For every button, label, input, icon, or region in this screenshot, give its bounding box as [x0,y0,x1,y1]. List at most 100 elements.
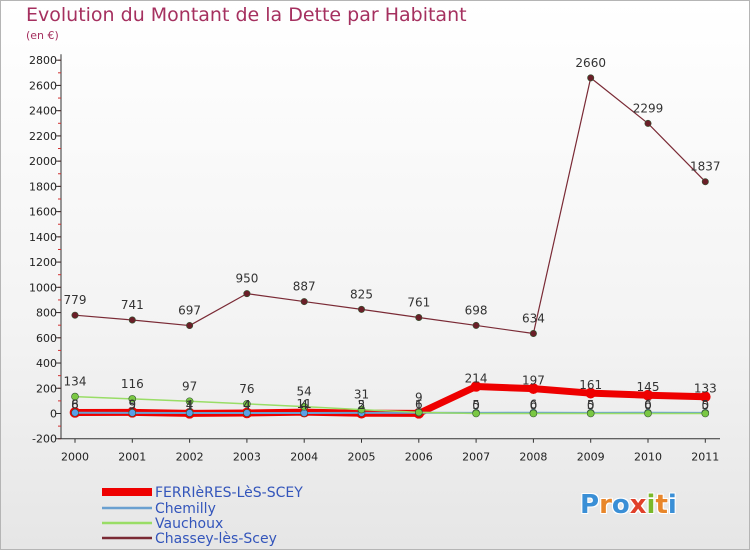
series-vauchoux-value-label: 97 [182,379,197,393]
series-ferrieres-value-label: 8 [71,397,79,411]
legend: FERRIèRES-LèS-SCEYChemillyVauchouxChasse… [102,485,303,547]
y-tick-label: 1400 [29,231,57,244]
series-chemilly-value-label: 6 [530,398,538,412]
series-chassey-point [128,316,136,324]
series-chemilly-value-label: 5 [128,398,136,412]
series-vauchoux-point [701,409,710,418]
y-tick-label: 0 [50,408,57,421]
x-tick-label: 2011 [691,451,719,464]
series-chemilly-point [128,409,137,417]
y-tick-label: 400 [36,357,57,370]
series-vauchoux-value-label: 0 [644,399,652,413]
y-tick-label: 2200 [29,130,57,143]
series-chassey-point [300,298,308,306]
logo-letter: o [611,490,630,520]
axes: -200020040060080010001200140016001800200… [29,54,720,464]
series-vauchoux-point [644,409,652,418]
y-tick-label: 1600 [29,206,57,219]
series-vauchoux-value-label: 0 [530,399,538,413]
series-vauchoux-value-label: 0 [587,399,595,413]
y-tick-label: 200 [36,382,57,395]
series-ferrieres-value-label: 11 [297,397,312,411]
series-vauchoux-point [185,397,194,406]
x-tick-label: 2003 [233,451,261,464]
y-tick-label: 1000 [29,281,57,294]
series-vauchoux-point [357,405,366,414]
logo-letter: r [599,490,612,520]
series-chassey-value-label: 698 [465,303,488,317]
series-chemilly-value-label: 5 [701,398,709,412]
series-chemilly-value-label: 6 [71,398,79,412]
series-chassey-line [74,77,706,335]
series-ferrieres-value-label: 1 [186,398,194,412]
series-vauchoux-value-label: 54 [297,385,312,399]
series-ferrieres-value-label: 4 [243,398,251,412]
series-chassey-point [587,74,595,82]
series-chassey-value-label: 825 [350,287,373,301]
series-vauchoux-value-label: 0 [701,399,709,413]
x-tick-label: 2002 [176,451,204,464]
chart-subtitle: (en €) [26,29,59,42]
series-chassey [71,74,709,338]
series-ferrieres-point [470,381,482,392]
series-ferrieres-value-label: 9 [128,397,136,411]
y-tick-label: 1200 [29,256,57,269]
series-chemilly-legend-label: Chemilly [155,501,216,517]
series-chemilly-value-label: 6 [644,398,652,412]
series-chassey-value-label: 887 [293,280,316,294]
series-ferrieres-point [585,387,597,399]
series-vauchoux-value-label: 116 [121,377,144,391]
x-tick-label: 2008 [519,451,547,464]
series-chassey-value-label: 779 [64,293,87,307]
series-chemilly-value-label: 4 [300,398,308,412]
series-ferrieres-value-label: 197 [522,374,545,388]
series-vauchoux-legend-label: Vauchoux [155,516,223,532]
series-ferrieres-value-label: 214 [465,371,488,385]
series-vauchoux-value-label: 31 [354,388,369,402]
logo-letter: t [655,490,668,520]
y-tick-label: 2000 [29,155,57,168]
chart-title: Evolution du Montant de la Dette par Hab… [26,4,467,26]
series-vauchoux-point [71,392,79,401]
series-chassey-point [415,313,423,321]
x-tick-label: 2009 [577,451,605,464]
series-vauchoux-value-label: 0 [472,399,480,413]
series-vauchoux-point [300,402,309,411]
series-chemilly-value-label: 5 [358,398,366,412]
series-ferrieres-value-label: 133 [694,382,717,396]
series-ferrieres-point [528,383,539,394]
series-vauchoux [71,392,710,418]
series-chemilly-value-label: 5 [587,398,595,412]
y-tick-label: -200 [32,433,57,446]
series-chassey-point [186,322,194,330]
series-vauchoux-value-label: 134 [64,375,87,389]
series-chassey-point [357,305,365,313]
series-vauchoux-value-label: 9 [415,390,423,404]
series-vauchoux-point [128,395,137,403]
x-tick-label: 2001 [118,451,146,464]
series-ferrieres-value-label: 2 [358,398,366,412]
x-tick-label: 2000 [61,451,89,464]
x-tick-label: 2010 [634,451,662,464]
series-vauchoux-value-label: 76 [239,382,254,396]
series-vauchoux-point [586,409,595,418]
series-chassey-point [243,290,251,298]
x-tick-label: 2005 [348,451,376,464]
series-ferrieres-value-label: 145 [637,380,660,394]
series-chemilly-value-label: 5 [472,398,480,412]
series-chassey-value-label: 741 [121,298,144,312]
series-chassey-value-label: 761 [407,295,430,309]
series-ferrieres-legend-label: FERRIèRES-LèS-SCEY [155,485,303,501]
y-tick-label: 2600 [29,79,57,92]
logo-letter: i [667,490,677,520]
series-chemilly-value-label: 4 [186,398,194,412]
series-ferrieres-point [642,389,654,401]
series-chemilly-point [185,409,194,417]
series-vauchoux-point [414,408,423,417]
series-vauchoux-point [243,400,251,408]
series-vauchoux-point [529,409,538,418]
series-chassey-point [644,119,652,127]
y-tick-label: 2800 [29,54,57,67]
series-chassey-value-label: 950 [235,272,258,286]
